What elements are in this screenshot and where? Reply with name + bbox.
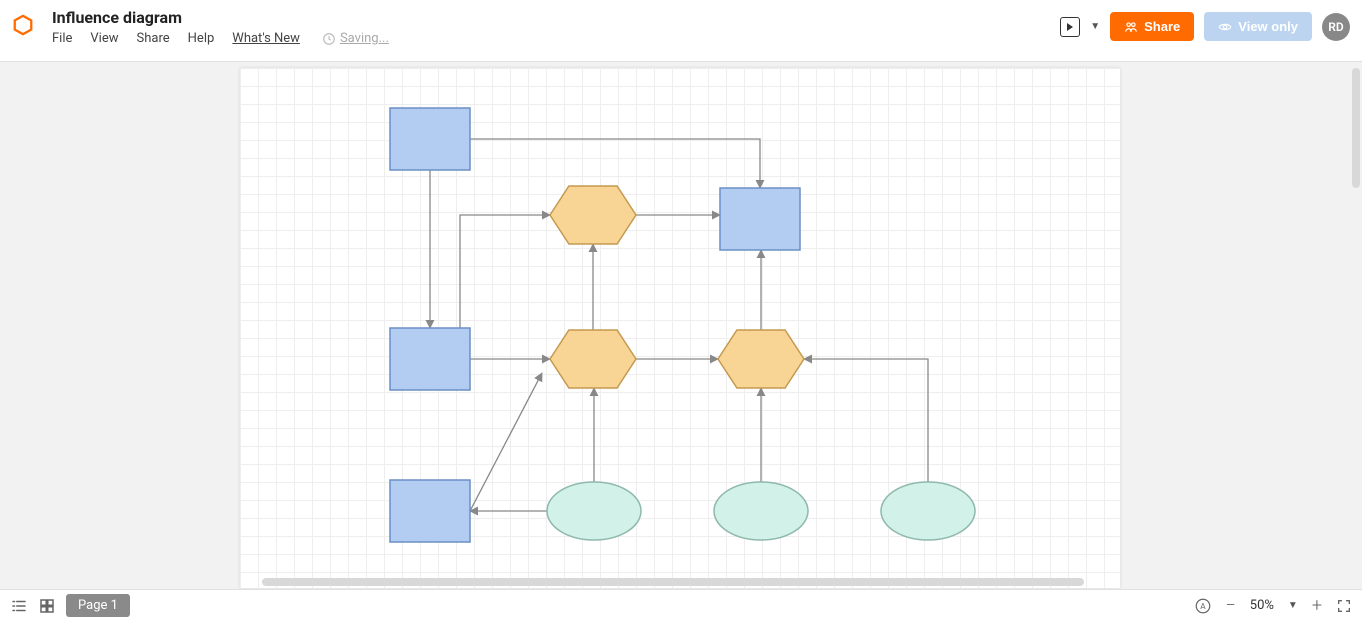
zoom-in-button[interactable]: + — [1312, 595, 1322, 616]
node-hex[interactable] — [550, 186, 636, 244]
zoom-out-button[interactable]: − — [1226, 595, 1236, 616]
share-label: Share — [1144, 19, 1180, 34]
menu-whats-new[interactable]: What's New — [232, 31, 300, 46]
view-only-button[interactable]: View only — [1204, 12, 1312, 41]
menu-file[interactable]: File — [52, 31, 72, 46]
topbar-right: ▼ Share View only RD — [1060, 12, 1350, 41]
node-ellipse[interactable] — [547, 482, 641, 540]
people-icon — [1124, 20, 1138, 34]
saving-status: Saving... — [322, 31, 389, 46]
canvas-page[interactable] — [240, 68, 1120, 588]
edge[interactable] — [460, 215, 550, 328]
edge[interactable] — [470, 373, 542, 511]
play-icon — [1065, 22, 1075, 32]
present-button[interactable] — [1060, 17, 1080, 37]
node-rect[interactable] — [390, 480, 470, 542]
present-dropdown-caret-icon[interactable]: ▼ — [1090, 21, 1100, 32]
clock-icon — [322, 32, 336, 46]
diagram[interactable] — [240, 68, 1120, 588]
node-hex[interactable] — [550, 330, 636, 388]
menu-bar: File View Share Help What's New Saving..… — [52, 31, 389, 46]
saving-label: Saving... — [340, 31, 389, 46]
menu-view[interactable]: View — [90, 31, 118, 46]
menu-help[interactable]: Help — [188, 31, 215, 46]
fullscreen-icon[interactable] — [1336, 598, 1352, 614]
menu-share[interactable]: Share — [137, 31, 170, 46]
user-avatar[interactable]: RD — [1322, 13, 1350, 41]
page-tab[interactable]: Page 1 — [66, 594, 130, 617]
node-ellipse[interactable] — [881, 482, 975, 540]
bottom-bar: Page 1 A − 50% ▼ + — [0, 589, 1362, 621]
canvas-area[interactable] — [0, 62, 1362, 589]
view-only-label: View only — [1238, 19, 1298, 34]
list-view-icon[interactable] — [10, 597, 28, 615]
edge[interactable] — [430, 139, 760, 188]
bottombar-right: A − 50% ▼ + — [1194, 595, 1353, 616]
node-ellipse[interactable] — [714, 482, 808, 540]
svg-text:A: A — [1200, 602, 1206, 612]
node-rect[interactable] — [390, 108, 470, 170]
zoom-dropdown-caret-icon[interactable]: ▼ — [1288, 600, 1298, 611]
eye-icon — [1218, 20, 1232, 34]
node-rect[interactable] — [720, 188, 800, 250]
zoom-value[interactable]: 50% — [1250, 598, 1274, 613]
accessibility-icon[interactable]: A — [1194, 597, 1212, 615]
share-button[interactable]: Share — [1110, 12, 1194, 41]
node-rect[interactable] — [390, 328, 470, 390]
app-logo-icon — [12, 14, 34, 36]
vertical-scrollbar[interactable] — [1352, 68, 1360, 188]
document-title[interactable]: Influence diagram — [52, 8, 389, 27]
edge[interactable] — [804, 359, 928, 482]
grid-view-icon[interactable] — [38, 597, 56, 615]
horizontal-scrollbar[interactable] — [262, 578, 1084, 586]
node-hex[interactable] — [718, 330, 804, 388]
title-area: Influence diagram File View Share Help W… — [52, 8, 389, 46]
top-bar: Influence diagram File View Share Help W… — [0, 0, 1362, 62]
